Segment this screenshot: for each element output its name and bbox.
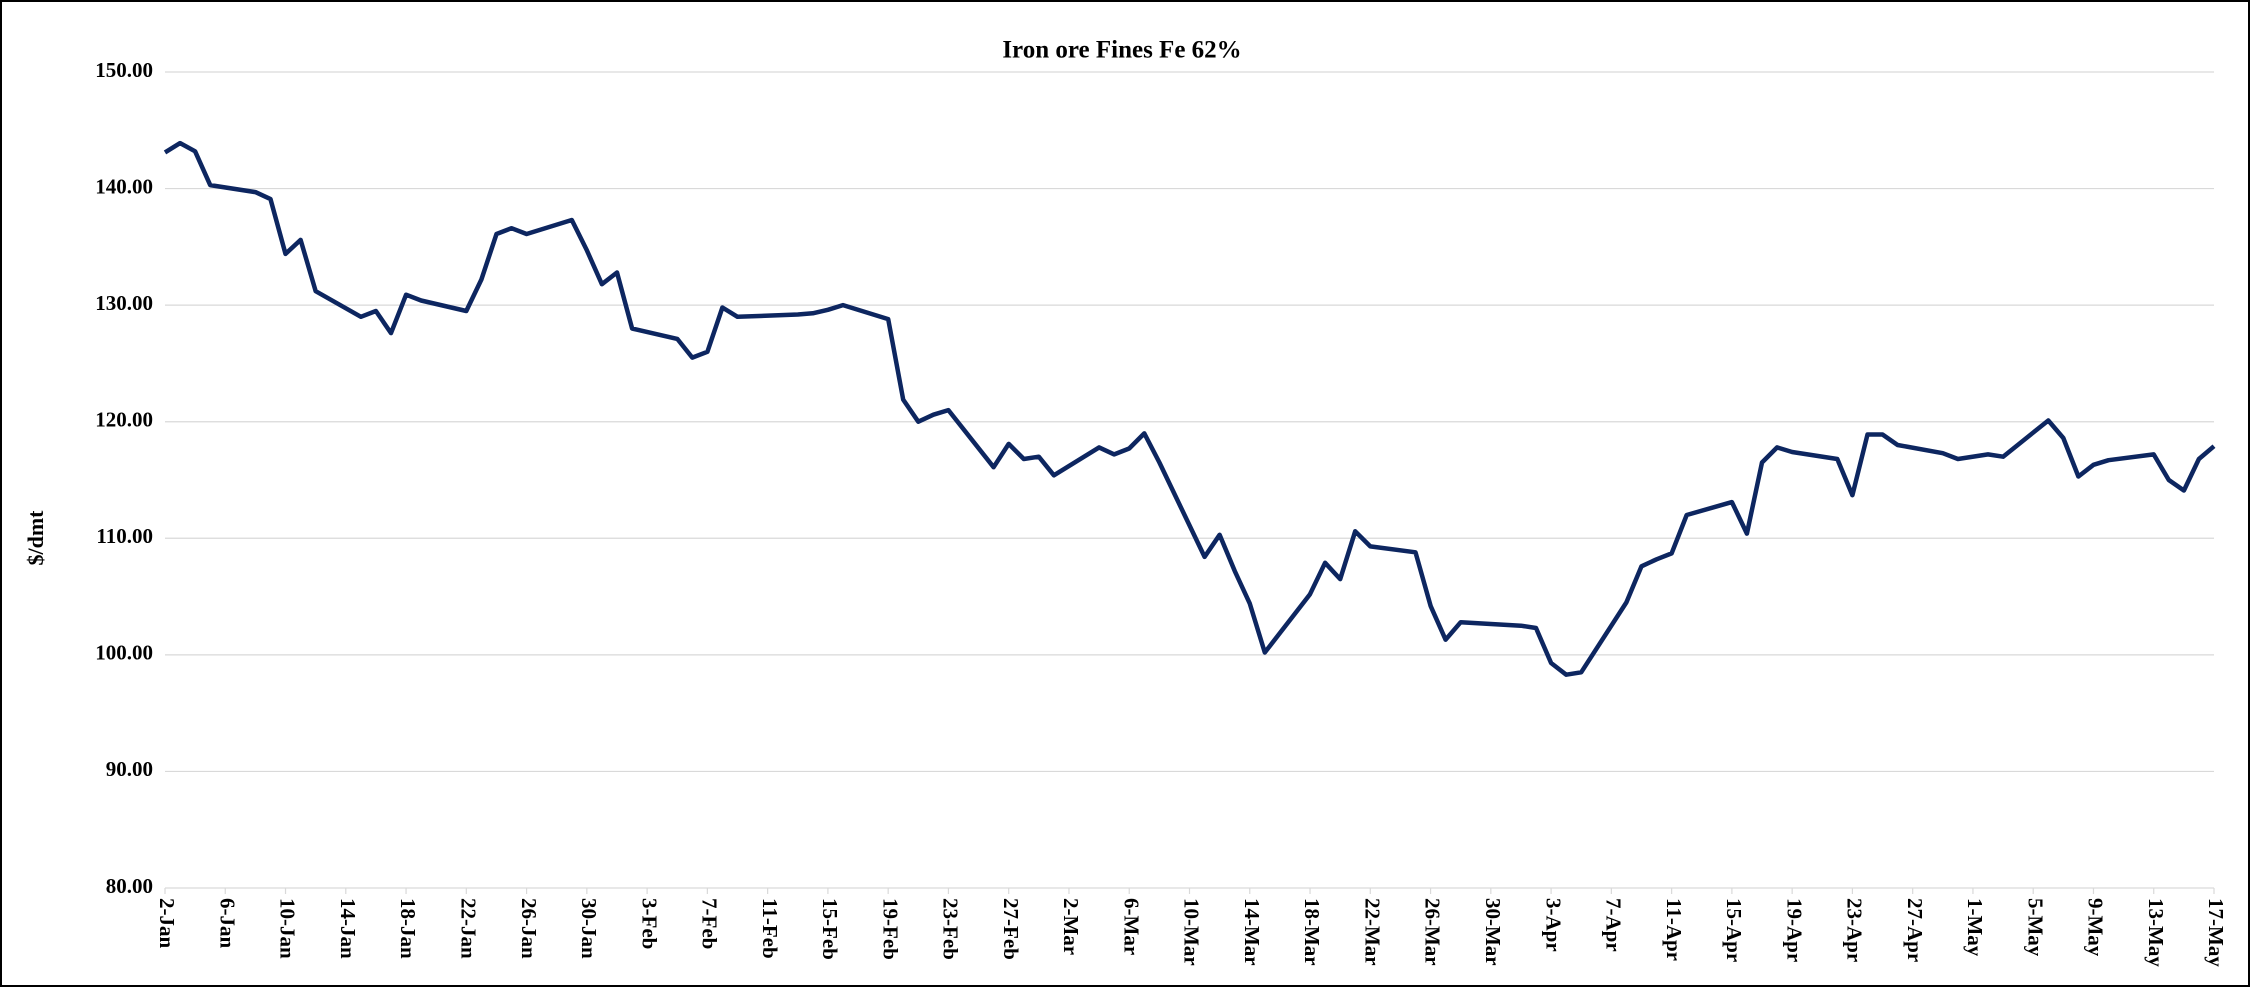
y-tick-label: 120.00 [95, 408, 153, 432]
x-tick-label: 23-Feb [939, 898, 963, 960]
x-tick-label: 30-Mar [1481, 898, 1505, 966]
y-tick-label: 80.00 [106, 874, 153, 898]
x-tick-label: 19-Apr [1782, 898, 1806, 962]
x-tick-label: 10-Jan [276, 898, 300, 959]
x-tick-label: 15-Feb [818, 898, 842, 960]
x-tick-label: 14-Mar [1240, 898, 1264, 966]
x-tick-label: 7-Apr [1602, 898, 1626, 952]
x-tick-label: 15-Apr [1722, 898, 1746, 962]
y-tick-label: 140.00 [95, 174, 153, 198]
x-tick-label: 11-Apr [1662, 898, 1686, 961]
x-tick-label: 2-Jan [155, 898, 179, 948]
x-tick-label: 26-Jan [517, 898, 541, 959]
x-tick-label: 30-Jan [577, 898, 601, 959]
x-tick-label: 3-Apr [1541, 898, 1565, 952]
y-tick-label: 90.00 [106, 757, 153, 781]
y-tick-label: 130.00 [95, 291, 153, 315]
y-tick-label: 110.00 [96, 524, 153, 548]
y-tick-label: 150.00 [95, 58, 153, 82]
x-tick-label: 26-Mar [1421, 898, 1445, 966]
chart-title: Iron ore Fines Fe 62% [1002, 37, 1241, 64]
x-tick-label: 19-Feb [878, 898, 902, 960]
y-axis-label: $/dmt [23, 510, 48, 566]
x-tick-label: 27-Feb [999, 898, 1023, 960]
x-tick-label: 1-May [1963, 898, 1987, 957]
x-tick-label: 13-May [2144, 898, 2168, 967]
x-tick-label: 11-Feb [758, 898, 782, 959]
x-tick-label: 7-Feb [698, 898, 722, 949]
x-tick-label: 5-May [2023, 898, 2047, 957]
x-tick-label: 3-Feb [637, 898, 661, 949]
x-tick-label: 2-Mar [1059, 898, 1083, 955]
x-tick-label: 10-Mar [1180, 898, 1204, 966]
x-tick-label: 17-May [2204, 898, 2228, 967]
x-tick-label: 14-Jan [336, 898, 360, 959]
x-tick-label: 27-Apr [1903, 898, 1927, 962]
y-tick-label: 100.00 [95, 641, 153, 665]
data-line [163, 140, 2216, 677]
x-tick-label: 18-Jan [396, 898, 420, 959]
x-tick-label: 22-Jan [457, 898, 481, 959]
x-tick-label: 18-Mar [1300, 898, 1324, 966]
x-tick-label: 23-Apr [1843, 898, 1867, 962]
x-tick-label: 6-Jan [215, 898, 239, 948]
x-tick-label: 22-Mar [1360, 898, 1384, 966]
x-tick-label: 9-May [2084, 898, 2108, 957]
x-tick-label: 6-Mar [1119, 898, 1143, 955]
